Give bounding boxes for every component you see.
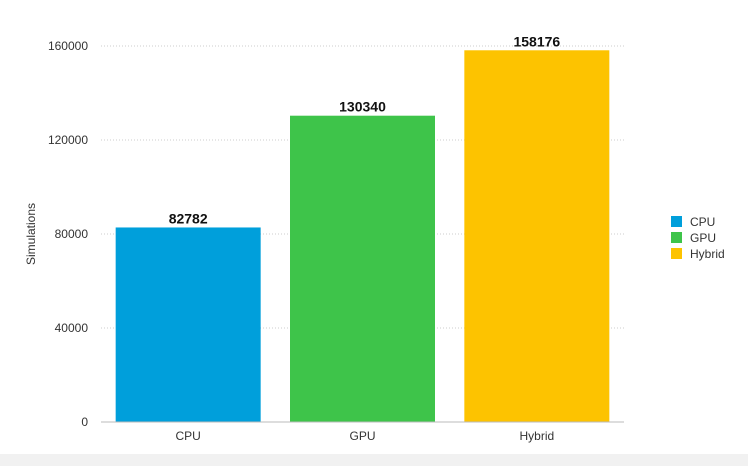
y-tick-label: 0 <box>81 415 88 429</box>
y-tick-label: 40000 <box>55 321 89 335</box>
legend-swatch-cpu <box>671 216 682 227</box>
bar-cpu <box>115 227 261 422</box>
data-label-cpu: 82782 <box>169 210 208 226</box>
bar-gpu <box>290 115 435 423</box>
x-tick-label: GPU <box>349 429 375 443</box>
x-tick-label: Hybrid <box>519 429 554 443</box>
y-axis-title: Simulations <box>24 203 38 265</box>
legend-label-hybrid: Hybrid <box>690 247 725 261</box>
data-label-gpu: 130340 <box>339 99 386 115</box>
y-tick-label: 160000 <box>48 39 88 53</box>
footer-strip <box>0 454 748 466</box>
legend-swatch-hybrid <box>671 248 682 259</box>
legend-label-gpu: GPU <box>690 231 716 245</box>
legend-label-cpu: CPU <box>690 215 715 229</box>
bars <box>115 50 610 423</box>
bar-hybrid <box>464 50 610 422</box>
legend: CPU GPU Hybrid <box>671 215 725 261</box>
y-tick-label: 80000 <box>55 227 89 241</box>
data-labels: 82782 130340 158176 <box>169 33 561 226</box>
data-label-hybrid: 158176 <box>513 33 560 49</box>
x-axis-ticks: CPU GPU Hybrid <box>175 429 554 443</box>
legend-swatch-gpu <box>671 232 682 243</box>
y-axis-ticks: 0 40000 80000 120000 160000 <box>48 39 88 429</box>
x-tick-label: CPU <box>175 429 200 443</box>
y-tick-label: 120000 <box>48 133 88 147</box>
